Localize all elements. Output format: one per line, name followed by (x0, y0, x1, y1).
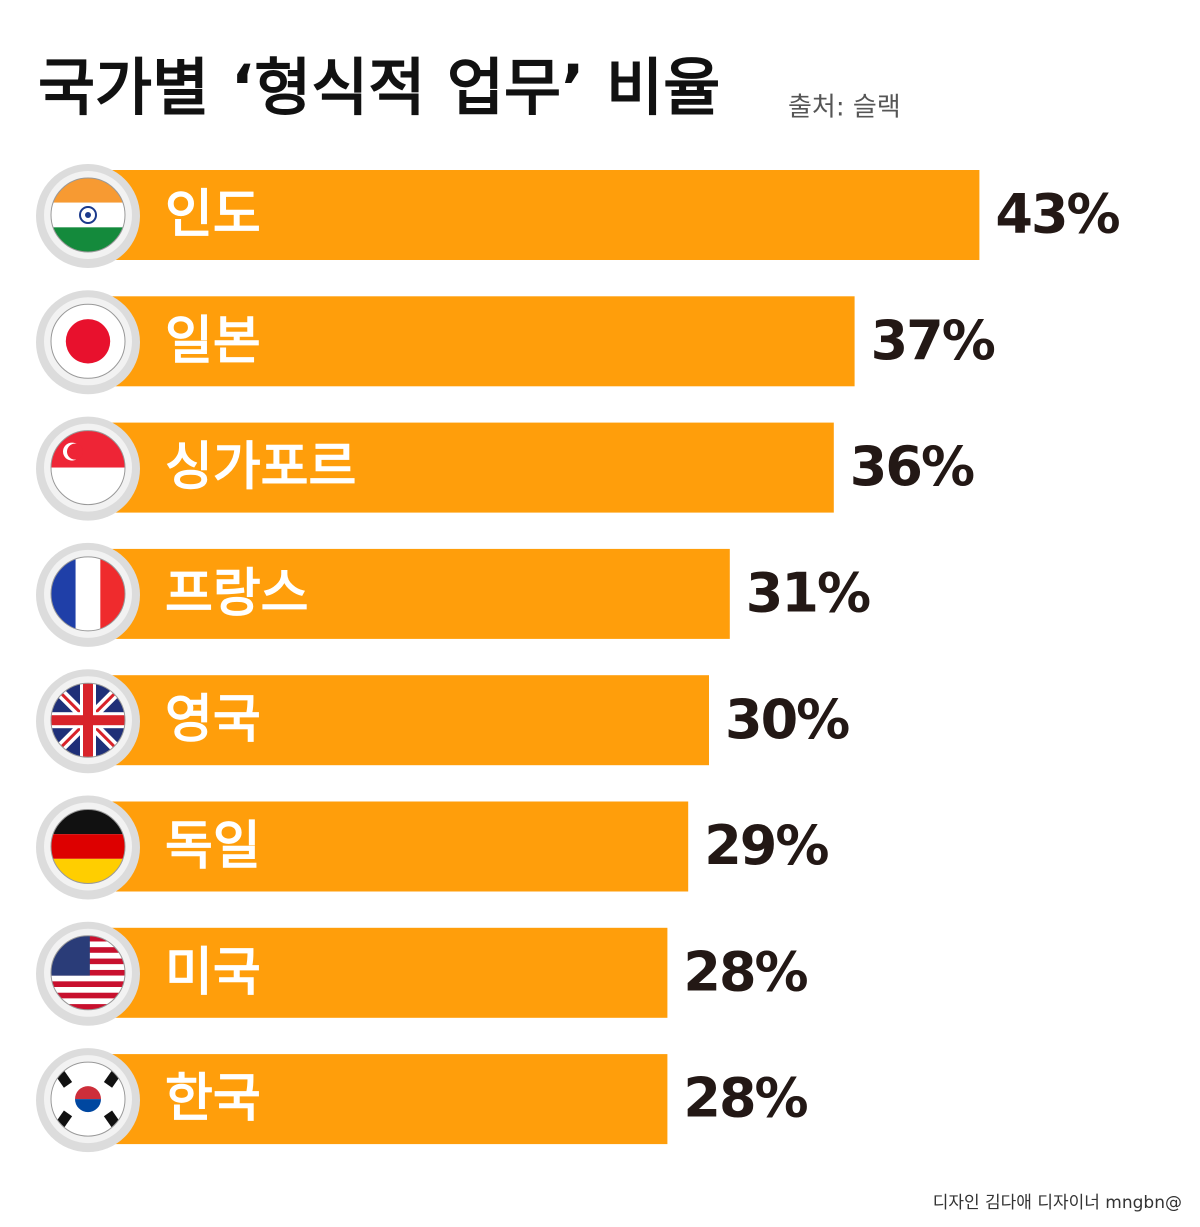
flag-border (50, 556, 126, 632)
value-label: 30% (725, 688, 849, 751)
flag-border (50, 177, 126, 253)
bar (85, 422, 834, 513)
value-label: 29% (704, 814, 828, 877)
credit: 디자인 김다애 디자이너 mngbn@ (933, 1193, 1182, 1213)
flag (51, 683, 125, 758)
category-label: 프랑스 (165, 564, 309, 624)
category-label: 독일 (165, 817, 261, 877)
source: 출처: 슬랙 (788, 93, 901, 123)
bar (85, 927, 668, 1018)
value-label: 31% (746, 562, 870, 625)
chart-title: 국가별 ‘형식적 업무’ 비율 (38, 51, 720, 124)
bar (85, 296, 855, 387)
flag (51, 304, 125, 379)
bar (85, 801, 689, 892)
flag-part (83, 683, 93, 758)
flag-border (50, 430, 126, 506)
value-label: 28% (683, 940, 807, 1003)
flag-part (79, 206, 97, 224)
flag-part (51, 987, 125, 993)
flag-part (85, 212, 91, 218)
value-label: 37% (871, 309, 995, 372)
category-label: 한국 (165, 1069, 261, 1129)
flag-part (51, 975, 125, 982)
category-label: 일본 (165, 311, 261, 371)
flag-part (51, 834, 125, 859)
flag-border (50, 682, 126, 758)
bar (85, 675, 709, 766)
bar (85, 548, 730, 639)
flag-border (50, 809, 126, 884)
flag-border (50, 303, 126, 379)
flag-part (51, 1004, 125, 1010)
bar (85, 170, 980, 260)
category-label: 미국 (165, 943, 261, 1003)
value-label: 28% (683, 1067, 807, 1130)
flag-part (75, 1086, 101, 1100)
flag-part (51, 998, 125, 1005)
flag-border (50, 935, 126, 1011)
flag-border (50, 1061, 126, 1137)
value-label: 43% (995, 183, 1119, 246)
flag-part (51, 981, 125, 988)
flag-part (75, 1099, 101, 1113)
category-label: 싱가포르 (165, 438, 356, 498)
flag-part (65, 319, 111, 364)
bar (85, 1054, 668, 1145)
category-label: 인도 (165, 185, 261, 245)
value-label: 36% (850, 435, 974, 498)
category-label: 영국 (165, 690, 261, 750)
flag-part (67, 443, 83, 460)
flag-part (75, 556, 101, 631)
flag-part (51, 992, 125, 999)
